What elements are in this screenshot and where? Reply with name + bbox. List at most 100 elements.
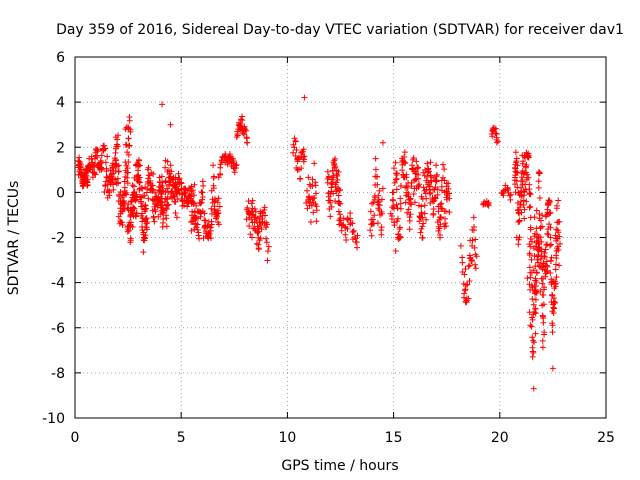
data-point xyxy=(194,221,201,228)
data-point xyxy=(129,182,136,189)
data-point xyxy=(419,214,426,221)
data-point xyxy=(202,217,209,224)
data-point xyxy=(522,186,529,193)
data-point xyxy=(353,244,360,251)
data-point xyxy=(215,174,222,181)
data-point xyxy=(251,205,258,212)
data-point xyxy=(233,133,240,140)
data-point xyxy=(442,208,449,215)
data-point xyxy=(164,158,171,165)
data-point xyxy=(136,162,143,169)
data-point xyxy=(216,203,223,210)
data-point xyxy=(437,201,444,208)
data-point xyxy=(546,197,553,204)
data-point xyxy=(343,236,350,243)
data-point xyxy=(468,257,475,264)
data-point xyxy=(300,146,307,153)
data-point xyxy=(461,271,468,278)
data-point xyxy=(92,171,99,178)
data-point xyxy=(133,210,140,217)
data-point xyxy=(523,198,530,205)
data-point xyxy=(244,204,251,211)
chart-title: Day 359 of 2016, Sidereal Day-to-day VTE… xyxy=(56,22,624,38)
data-point xyxy=(168,168,175,175)
data-point xyxy=(367,227,374,234)
data-point xyxy=(311,160,318,167)
data-point xyxy=(372,166,379,173)
data-point xyxy=(293,147,300,154)
data-point xyxy=(556,262,563,269)
data-point xyxy=(152,208,159,215)
data-point xyxy=(144,219,151,226)
data-point xyxy=(150,186,157,193)
data-point xyxy=(155,213,162,220)
data-point xyxy=(519,174,526,181)
data-point xyxy=(332,163,339,170)
data-point xyxy=(354,232,361,239)
data-point xyxy=(125,201,132,208)
data-point xyxy=(135,174,142,181)
data-point xyxy=(427,199,434,206)
data-point xyxy=(84,176,91,183)
data-point xyxy=(404,209,411,216)
data-point xyxy=(131,205,138,212)
data-point xyxy=(393,186,400,193)
data-point xyxy=(547,224,554,231)
data-point xyxy=(142,202,149,209)
data-point xyxy=(335,208,342,215)
data-point xyxy=(547,257,554,264)
data-point xyxy=(188,219,195,226)
data-point xyxy=(541,284,548,291)
data-point xyxy=(248,208,255,215)
data-point xyxy=(539,280,546,287)
data-point xyxy=(399,167,406,174)
data-point xyxy=(397,182,404,189)
data-point xyxy=(178,180,185,187)
data-point xyxy=(530,337,537,344)
data-point xyxy=(324,168,331,175)
data-point xyxy=(184,203,191,210)
data-point xyxy=(84,182,91,189)
data-point xyxy=(440,161,447,168)
data-point xyxy=(433,173,440,180)
data-point xyxy=(300,158,307,165)
data-point xyxy=(208,205,215,212)
data-point xyxy=(527,322,534,329)
data-point xyxy=(531,214,538,221)
data-point xyxy=(115,213,122,220)
data-point xyxy=(224,161,231,168)
data-point xyxy=(529,316,536,323)
data-point xyxy=(173,214,180,221)
data-point xyxy=(433,178,440,185)
data-point xyxy=(462,286,469,293)
data-point xyxy=(512,189,519,196)
data-point xyxy=(117,188,124,195)
data-point xyxy=(124,174,131,181)
data-point xyxy=(546,221,553,228)
data-point xyxy=(124,180,131,187)
data-point xyxy=(432,177,439,184)
data-point xyxy=(507,196,514,203)
data-point xyxy=(135,156,142,163)
data-point xyxy=(313,218,320,225)
data-point xyxy=(537,255,544,262)
data-point xyxy=(459,259,466,266)
data-point xyxy=(538,248,545,255)
data-point xyxy=(367,208,374,215)
y-tick-label: 0 xyxy=(56,185,65,201)
data-point xyxy=(347,215,354,222)
data-point xyxy=(160,219,167,226)
data-point xyxy=(549,291,556,298)
data-point xyxy=(417,229,424,236)
data-point xyxy=(337,217,344,224)
data-point xyxy=(525,174,532,181)
data-point xyxy=(442,220,449,227)
data-point xyxy=(110,181,117,188)
y-tick-label: -8 xyxy=(51,366,65,382)
data-point xyxy=(330,190,337,197)
data-point xyxy=(437,214,444,221)
data-point xyxy=(237,120,244,127)
data-point xyxy=(145,195,152,202)
data-point xyxy=(526,204,533,211)
